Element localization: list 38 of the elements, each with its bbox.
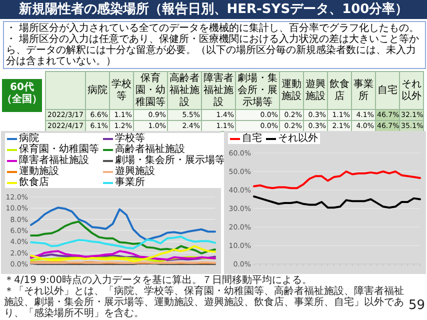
legend-label: 運動施設 [19, 166, 59, 177]
chart-subtitle: 60代（全国） [2, 79, 42, 112]
x-tick-label: 劇場・集会所・展示場等 [236, 72, 280, 110]
legend-label: それ以外 [278, 133, 318, 144]
legend-label: 事業所 [115, 177, 145, 188]
text: ・ 場所区分の入力は任意であり、保健所・医療機関における入力状況の差は大きいこと等から、データの解釈には十分な留意が必要。（以下の場所区分毎の新規感染者数には、未入力分は含まれていない。） [6, 34, 420, 67]
line-series [30, 236, 216, 250]
x-tick-label: 自宅 [376, 72, 400, 110]
legend-label: 飲食店 [19, 177, 49, 188]
x-tick-label: 病院 [86, 72, 110, 110]
line-series [30, 206, 216, 241]
legend-label: 高齢者福祉施設 [115, 144, 185, 155]
legend-label: 障害者福祉施設 [19, 155, 89, 166]
x-tick-label: それ以外 [400, 72, 424, 110]
line-series [30, 245, 216, 262]
line-series [30, 220, 216, 254]
text: ＊「それ以外」とは、「病院、学校等、保育園・幼稚園等、高齢者福祉施設、障害者福祉施設、劇場・集会所・展示場等、運動施設、遊興施設、飲食店、事業所、自宅」以外であり、「感染場所不明」を含む。 [4, 286, 404, 319]
legend-label: 学校等 [115, 133, 145, 144]
legend-label: 自宅 [242, 133, 262, 144]
x-tick-label: 障害者福祉施設 [202, 72, 236, 110]
x-tick-label: 遊興施設 [304, 72, 328, 110]
chart-title: 新規陽性者の感染場所（報告日別、HER-SYSデータ、100分率） [0, 0, 427, 19]
x-tick-label: 運動施設 [280, 72, 304, 110]
x-tick-label: 学校等 [110, 72, 134, 110]
line-series [253, 170, 421, 190]
legend-label: 劇場・集会所・展示場等 [115, 155, 225, 166]
x-tick-label: 飲食店 [328, 72, 352, 110]
legend-label: 病院 [19, 133, 39, 144]
legend-label: 遊興施設 [115, 166, 155, 177]
x-tick-label: 高齢者福祉施設 [168, 72, 202, 110]
text: ・ 場所区分が入力されている全てのデータを機械的に集計し、百分率でグラフ化したもの。 [6, 23, 420, 34]
x-tick-label: 保育園・幼稚園等 [134, 72, 168, 110]
x-tick-label: 事業所 [352, 72, 376, 110]
text: ＊4/19 9:00時点の入力データを基に算出。７日間移動平均による。 [4, 275, 312, 286]
line-series [30, 250, 216, 261]
line-series [253, 195, 421, 209]
text: 59 [408, 298, 425, 313]
legend-label: 保育園・幼稚園等 [19, 144, 99, 155]
